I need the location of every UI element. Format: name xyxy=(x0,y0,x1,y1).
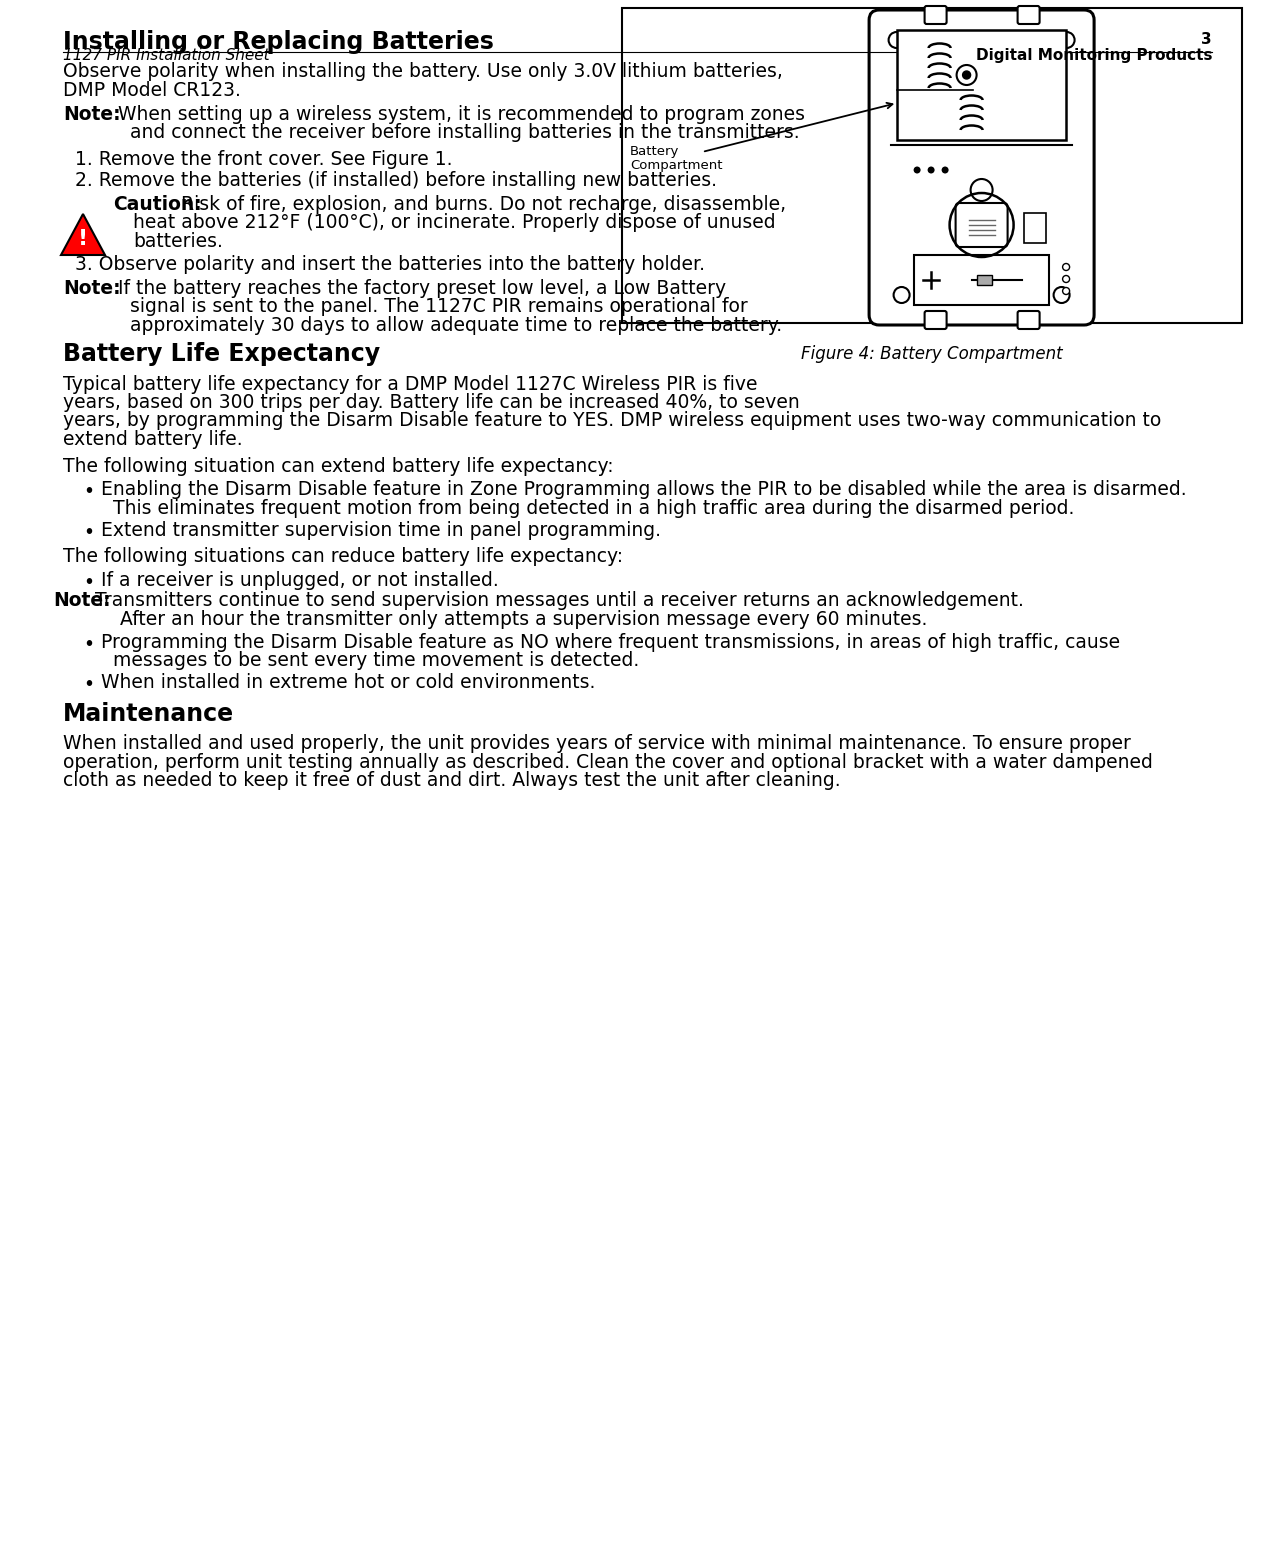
Text: •: • xyxy=(83,482,94,500)
Text: 1127 PIR Installation Sheet: 1127 PIR Installation Sheet xyxy=(62,48,269,63)
Text: When setting up a wireless system, it is recommended to program zones: When setting up a wireless system, it is… xyxy=(119,105,805,124)
Text: 3. Observe polarity and insert the batteries into the battery holder.: 3. Observe polarity and insert the batte… xyxy=(75,255,705,275)
Text: Programming the Disarm Disable feature as NO where frequent transmissions, in ar: Programming the Disarm Disable feature a… xyxy=(101,633,1121,652)
Text: Battery: Battery xyxy=(630,145,680,157)
Text: heat above 212°F (100°C), or incinerate. Properly dispose of unused: heat above 212°F (100°C), or incinerate.… xyxy=(133,213,775,233)
FancyBboxPatch shape xyxy=(1017,310,1039,329)
Circle shape xyxy=(894,287,909,303)
Text: Enabling the Disarm Disable feature in Zone Programming allows the PIR to be dis: Enabling the Disarm Disable feature in Z… xyxy=(101,480,1187,499)
Text: After an hour the transmitter only attempts a supervision message every 60 minut: After an hour the transmitter only attem… xyxy=(120,610,927,628)
Bar xyxy=(977,275,992,286)
Text: operation, perform unit testing annually as described. Clean the cover and optio: operation, perform unit testing annually… xyxy=(62,752,1153,772)
FancyBboxPatch shape xyxy=(955,202,1007,247)
Text: The following situation can extend battery life expectancy:: The following situation can extend batte… xyxy=(62,457,613,476)
Circle shape xyxy=(956,65,977,85)
Text: Note:: Note: xyxy=(62,279,121,298)
Text: cloth as needed to keep it free of dust and dirt. Always test the unit after cle: cloth as needed to keep it free of dust … xyxy=(62,770,840,791)
Circle shape xyxy=(1062,287,1070,295)
Text: Installing or Replacing Batteries: Installing or Replacing Batteries xyxy=(62,29,493,54)
Bar xyxy=(1024,213,1046,242)
Text: When installed in extreme hot or cold environments.: When installed in extreme hot or cold en… xyxy=(101,673,595,693)
Text: approximately 30 days to allow adequate time to replace the battery.: approximately 30 days to allow adequate … xyxy=(130,317,782,335)
Text: Compartment: Compartment xyxy=(630,159,723,171)
Text: •: • xyxy=(83,573,94,591)
Text: 2. Remove the batteries (if installed) before installing new batteries.: 2. Remove the batteries (if installed) b… xyxy=(75,171,717,190)
Text: 1. Remove the front cover. See Figure 1.: 1. Remove the front cover. See Figure 1. xyxy=(75,150,453,168)
Circle shape xyxy=(963,71,970,79)
Bar xyxy=(898,29,1066,141)
Text: extend battery life.: extend battery life. xyxy=(62,429,242,449)
Circle shape xyxy=(1062,275,1070,283)
Circle shape xyxy=(889,32,904,48)
Text: Digital Monitoring Products: Digital Monitoring Products xyxy=(975,48,1213,63)
Circle shape xyxy=(1062,264,1070,270)
Text: and connect the receiver before installing batteries in the transmitters.: and connect the receiver before installi… xyxy=(130,124,799,142)
Text: messages to be sent every time movement is detected.: messages to be sent every time movement … xyxy=(113,652,639,670)
Text: Battery Life Expectancy: Battery Life Expectancy xyxy=(62,343,380,366)
Text: 3: 3 xyxy=(1201,32,1213,46)
Text: Risk of fire, explosion, and burns. Do not recharge, disassemble,: Risk of fire, explosion, and burns. Do n… xyxy=(181,195,787,215)
Text: •: • xyxy=(83,676,94,695)
FancyBboxPatch shape xyxy=(870,9,1094,324)
Text: This eliminates frequent motion from being detected in a high traffic area durin: This eliminates frequent motion from bei… xyxy=(113,499,1075,517)
FancyBboxPatch shape xyxy=(924,6,946,25)
Circle shape xyxy=(1058,32,1075,48)
Text: Figure 4: Battery Compartment: Figure 4: Battery Compartment xyxy=(801,344,1063,363)
Text: •: • xyxy=(83,635,94,653)
Text: DMP Model CR123.: DMP Model CR123. xyxy=(62,80,241,99)
Circle shape xyxy=(970,179,993,201)
Text: Typical battery life expectancy for a DMP Model 1127C Wireless PIR is five: Typical battery life expectancy for a DM… xyxy=(62,375,757,394)
Text: If the battery reaches the factory preset low level, a Low Battery: If the battery reaches the factory prese… xyxy=(119,279,727,298)
Circle shape xyxy=(1053,287,1070,303)
Text: signal is sent to the panel. The 1127C PIR remains operational for: signal is sent to the panel. The 1127C P… xyxy=(130,298,747,317)
Text: Maintenance: Maintenance xyxy=(62,703,235,726)
Text: •: • xyxy=(83,523,94,542)
Text: !: ! xyxy=(78,229,88,249)
Text: If a receiver is unplugged, or not installed.: If a receiver is unplugged, or not insta… xyxy=(101,571,499,590)
Text: Extend transmitter supervision time in panel programming.: Extend transmitter supervision time in p… xyxy=(101,520,660,540)
Circle shape xyxy=(928,167,935,173)
Text: Note:: Note: xyxy=(54,591,111,610)
Text: Transmitters continue to send supervision messages until a receiver returns an a: Transmitters continue to send supervisio… xyxy=(96,591,1024,610)
Text: years, by programming the Disarm Disable feature to YES. DMP wireless equipment : years, by programming the Disarm Disable… xyxy=(62,412,1162,431)
Text: Note:: Note: xyxy=(62,105,121,124)
Text: Observe polarity when installing the battery. Use only 3.0V lithium batteries,: Observe polarity when installing the bat… xyxy=(62,62,783,80)
Polygon shape xyxy=(61,215,105,255)
Circle shape xyxy=(942,167,949,173)
FancyBboxPatch shape xyxy=(1017,6,1039,25)
Circle shape xyxy=(914,167,921,173)
Text: batteries.: batteries. xyxy=(133,232,223,252)
Text: years, based on 300 trips per day. Battery life can be increased 40%, to seven: years, based on 300 trips per day. Batte… xyxy=(62,394,799,412)
Text: The following situations can reduce battery life expectancy:: The following situations can reduce batt… xyxy=(62,548,623,567)
Bar xyxy=(914,255,1049,306)
Bar xyxy=(622,8,1242,323)
Text: Caution:: Caution: xyxy=(113,195,201,215)
Text: When installed and used properly, the unit provides years of service with minima: When installed and used properly, the un… xyxy=(62,733,1131,753)
FancyBboxPatch shape xyxy=(924,310,946,329)
